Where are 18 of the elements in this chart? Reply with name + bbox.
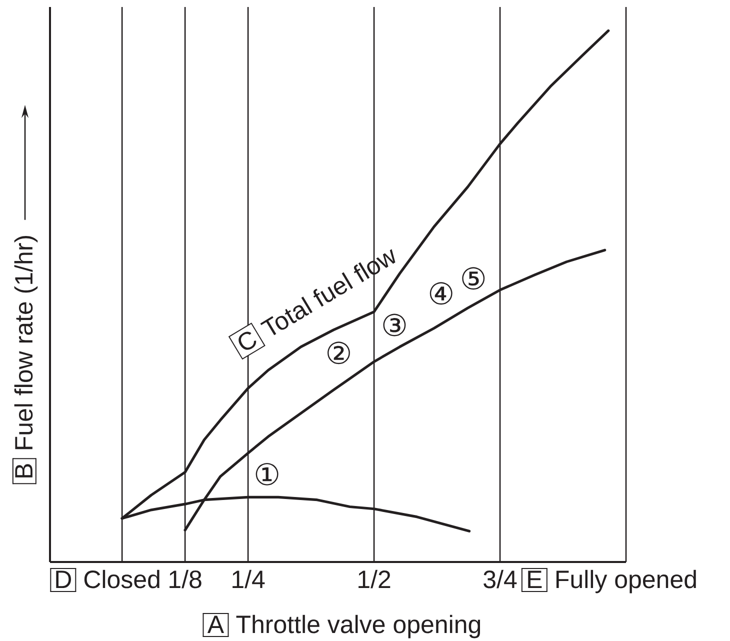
text: A — [207, 616, 224, 633]
x-tick-label: Fully opened — [556, 570, 696, 594]
series-label: ① — [256, 462, 278, 486]
x-axis-title: Throttle valve opening — [236, 614, 480, 638]
x-tick-label: 1/4 — [232, 570, 265, 588]
x-tick-label: Closed — [84, 570, 160, 588]
x-tick-label: 1/8 — [170, 570, 202, 588]
annotation: ⑤ — [462, 267, 485, 290]
annotation: ③ — [383, 314, 406, 336]
text: D — [56, 570, 71, 588]
x-tick-label: 3/4 — [484, 570, 517, 588]
text: B — [15, 464, 32, 478]
x-tick-label: 1/2 — [358, 570, 390, 588]
annotation: C — [238, 332, 256, 350]
annotation: ④ — [430, 282, 452, 305]
legend-label: ② — [328, 342, 350, 364]
y-axis-title: Fuel flow rate (1/hr) — [14, 236, 38, 450]
text: E — [528, 570, 542, 588]
